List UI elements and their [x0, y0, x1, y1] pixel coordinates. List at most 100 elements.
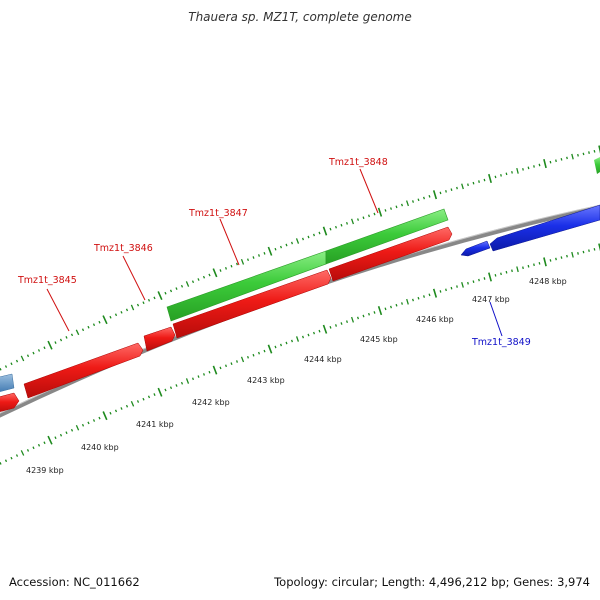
- gene-label-tmz1t-3846[interactable]: Tmz1t_3846: [93, 243, 153, 254]
- scale-tick: [175, 287, 178, 290]
- scale-tick: [285, 243, 288, 247]
- kbp-label: 4248 kbp: [529, 277, 567, 286]
- scale-tick: [461, 282, 464, 288]
- scale-tick: [240, 258, 245, 265]
- gene-label-tmz1t-3847[interactable]: Tmz1t_3847: [188, 208, 248, 219]
- scale-tick: [500, 174, 502, 177]
- scale-tick: [81, 328, 85, 332]
- scale-tick: [267, 344, 273, 354]
- scale-tick: [582, 152, 585, 156]
- scale-tick: [20, 355, 25, 362]
- scale-tick: [500, 272, 502, 276]
- scale-tick: [263, 349, 266, 353]
- scale-tick: [533, 263, 535, 267]
- scale-tick: [543, 257, 547, 267]
- scale-tick: [274, 345, 277, 349]
- scale-tick: [488, 173, 492, 184]
- scale-tick: [439, 191, 442, 195]
- scale-tick: [571, 251, 574, 258]
- scale-tick: [318, 329, 321, 333]
- scale-tick: [70, 428, 74, 432]
- scale-tick: [169, 289, 173, 293]
- scale-tick: [87, 421, 90, 425]
- scale-tick: [37, 443, 41, 447]
- scale-tick: [267, 246, 273, 256]
- scale-tick: [142, 397, 145, 401]
- scale-tick: [142, 301, 145, 305]
- scale-tick: [522, 168, 524, 171]
- scale-tick: [488, 272, 492, 282]
- scale-tick: [164, 291, 167, 295]
- scale-tick: [301, 237, 305, 241]
- scale-tick: [65, 336, 68, 339]
- gene-label-tmz1t-3845[interactable]: Tmz1t_3845: [17, 275, 77, 286]
- gene-label-tmz1t-3848[interactable]: Tmz1t_3848: [328, 157, 388, 168]
- scale-tick: [345, 221, 349, 225]
- scale-tick: [125, 404, 129, 408]
- scale-tick: [109, 411, 112, 415]
- scale-tick: [395, 303, 398, 307]
- scale-tick: [252, 353, 255, 357]
- scale-tick: [428, 194, 431, 198]
- scale-tick: [329, 325, 332, 329]
- scale-tick: [362, 314, 365, 318]
- scale-tick: [102, 411, 108, 421]
- lower-tick-track: [0, 243, 600, 465]
- scale-tick: [235, 262, 239, 266]
- scale-tick: [307, 235, 310, 239]
- gene-labels: Tmz1t_3845 Tmz1t_3846 Tmz1t_3847 Tmz1t_3…: [17, 157, 531, 348]
- scale-tick: [92, 419, 96, 422]
- genome-summary-text: Topology: circular; Length: 4,496,212 bp…: [274, 575, 590, 589]
- scale-tick: [456, 186, 458, 190]
- kbp-label: 4244 kbp: [304, 355, 342, 364]
- scale-tick: [511, 171, 513, 174]
- scale-tick: [450, 188, 453, 191]
- kbp-label: 4243 kbp: [247, 376, 285, 385]
- scale-tick: [136, 303, 140, 307]
- scale-tick: [125, 308, 129, 312]
- gene-leader-lines: [46, 168, 503, 337]
- scale-tick: [395, 205, 398, 209]
- scale-tick: [445, 190, 447, 193]
- scale-tick: [191, 280, 195, 284]
- scale-tick: [560, 158, 563, 161]
- scale-tick: [263, 251, 266, 255]
- scale-tick: [59, 338, 63, 342]
- scale-tick: [15, 454, 19, 457]
- scale-tick: [322, 324, 328, 334]
- scale-tick: [411, 298, 415, 302]
- scale-tick: [4, 365, 8, 368]
- scale-tick: [240, 356, 245, 363]
- map-title: Thauera sp. MZ1T, complete genome: [188, 10, 412, 24]
- scale-tick: [120, 311, 123, 314]
- scale-tick: [26, 449, 30, 452]
- feature-bar-green: [166, 157, 600, 322]
- kbp-label: 4239 kbp: [26, 466, 64, 475]
- scale-tick: [26, 354, 30, 358]
- kbp-label: 4242 kbp: [192, 398, 230, 407]
- scale-tick: [92, 323, 96, 327]
- scale-tick: [593, 248, 596, 251]
- scale-tick: [246, 355, 250, 359]
- scale-tick: [345, 320, 349, 324]
- scale-tick: [577, 252, 579, 255]
- scale-tick: [279, 343, 283, 347]
- gene-label-tmz1t-3849[interactable]: Tmz1t_3849: [471, 337, 531, 348]
- scale-tick: [389, 305, 393, 309]
- scale-tick: [417, 198, 420, 202]
- scale-tick: [59, 433, 63, 437]
- scale-tick: [350, 218, 355, 225]
- scale-tick: [114, 313, 118, 317]
- scale-tick: [527, 264, 530, 268]
- scale-tick: [153, 393, 156, 396]
- scale-tick: [290, 339, 294, 343]
- scale-tick: [224, 266, 228, 270]
- scale-tick: [560, 256, 563, 259]
- scale-tick: [483, 178, 486, 182]
- scale-tick: [478, 180, 480, 183]
- scale-tick: [81, 423, 85, 427]
- scale-tick: [197, 375, 200, 378]
- scale-tick: [373, 311, 376, 314]
- scale-tick: [598, 145, 600, 154]
